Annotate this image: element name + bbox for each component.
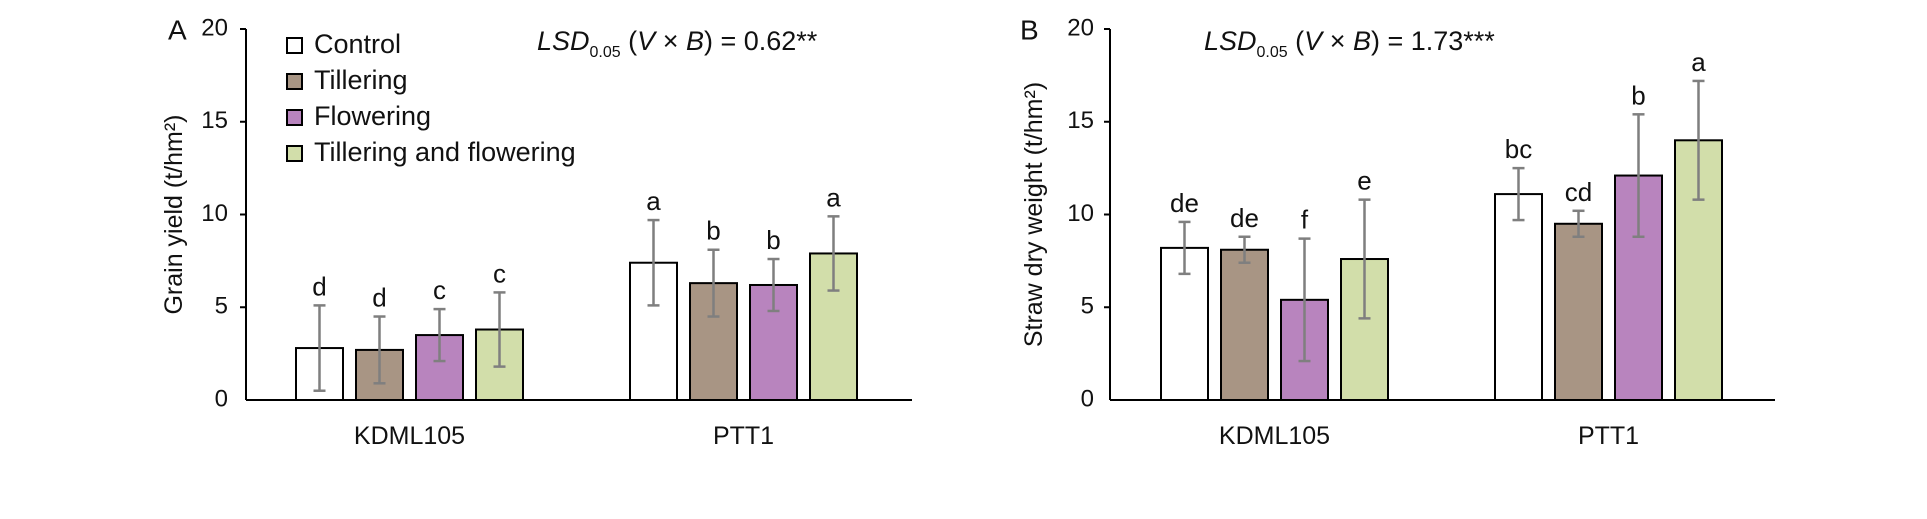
significance-letter: cd (1565, 177, 1592, 207)
panel-label: A (168, 14, 187, 45)
y-tick-label: 5 (1081, 293, 1094, 320)
y-axis-label: Grain yield (t/hm²) (160, 114, 188, 314)
lsd-annotation: LSD0.05 (V × B) = 1.73*** (1204, 26, 1495, 61)
significance-letter: e (1357, 166, 1371, 196)
significance-letter: de (1230, 203, 1259, 233)
bar (1554, 222, 1603, 401)
legend-label: Control (314, 29, 401, 59)
y-tick-label: 15 (1067, 107, 1094, 134)
legend-swatch (286, 73, 303, 90)
significance-letter: a (826, 182, 841, 212)
significance-letter: de (1170, 188, 1199, 218)
significance-letter: a (646, 186, 661, 216)
legend-swatch (286, 145, 303, 162)
legend-swatch (286, 37, 303, 54)
chart-panel-b: B 0 5 10 15 20 Straw dry weight (t/hm²) de de f e K… (1020, 14, 1775, 450)
chart-panel-a: A 0 5 10 15 20 Grain yield (t/hm²) d d c c KDML105 a… (160, 14, 912, 450)
y-tick-label: 10 (1067, 200, 1094, 227)
legend-label: Tillering (314, 65, 408, 95)
significance-letter: c (493, 258, 506, 288)
bar (1220, 248, 1269, 401)
significance-letter: b (1631, 80, 1645, 110)
significance-letter: b (706, 216, 720, 246)
panel-label: B (1020, 14, 1039, 45)
y-tick-label: 20 (1067, 14, 1094, 41)
legend: Control Tillering Flowering Tillering and f… (286, 29, 576, 167)
significance-letter: d (372, 283, 386, 313)
x-category-label: KDML105 (354, 422, 465, 450)
y-tick-label: 0 (215, 385, 228, 412)
x-category-label: KDML105 (1219, 422, 1330, 450)
x-category-label: PTT1 (713, 422, 774, 450)
y-axis-label: Straw dry weight (t/hm²) (1020, 82, 1048, 347)
significance-letter: bc (1505, 134, 1532, 164)
significance-letter: a (1691, 47, 1706, 77)
y-tick-label: 0 (1081, 385, 1094, 412)
legend-label: Tillering and flowering (314, 137, 576, 167)
significance-letter: f (1301, 205, 1309, 235)
y-tick-label: 15 (201, 107, 228, 134)
bar (1494, 193, 1543, 401)
significance-letter: c (433, 275, 446, 305)
significance-letter: b (766, 225, 780, 255)
significance-letter: d (312, 271, 326, 301)
x-category-label: PTT1 (1578, 422, 1639, 450)
y-tick-label: 5 (215, 293, 228, 320)
legend-label: Flowering (314, 101, 431, 131)
lsd-annotation: LSD0.05 (V × B) = 0.62** (537, 26, 818, 61)
y-tick-label: 10 (201, 200, 228, 227)
legend-swatch (286, 109, 303, 126)
y-tick-label: 20 (201, 14, 228, 41)
